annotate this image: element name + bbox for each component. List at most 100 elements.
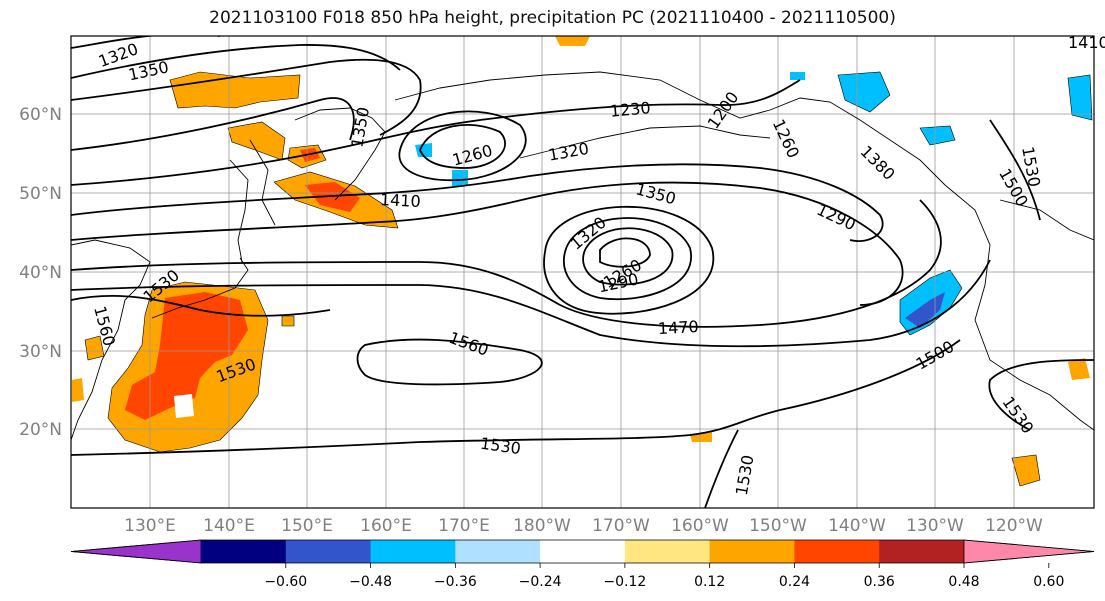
contour-line [989, 119, 1041, 221]
colorbar-bin [370, 540, 456, 563]
colorbar-tick-label: 0.24 [779, 574, 810, 590]
contour-label: 1350 [634, 179, 678, 208]
longitude-labels: 130°E 140°E 150°E 160°E 170°E 180°W 170°W 160°W… [124, 516, 1043, 536]
contour-label: 1260 [450, 141, 494, 170]
longitude-label: 150°E [281, 516, 333, 536]
precip-positive-area [555, 36, 590, 46]
colorbar-bin [285, 540, 372, 563]
precip-negative-area [919, 125, 956, 146]
contour-label: 1470 [658, 317, 700, 338]
contour-line [419, 124, 506, 169]
contour-label: 1530 [479, 434, 522, 458]
colorbar-tick-label: 0.60 [1033, 574, 1064, 590]
contour-line [704, 429, 739, 508]
latitude-label: 60°N [19, 105, 62, 125]
colorbar-outline [70, 539, 1095, 564]
longitude-label: 170°W [592, 516, 650, 536]
contour-label: 1410 [1068, 33, 1105, 52]
precip-positive-area [227, 121, 286, 161]
contour-line [71, 181, 904, 306]
coastline [394, 71, 1094, 431]
contour-line [563, 217, 692, 301]
map-frame [70, 35, 1095, 509]
colorbar-extend-low [70, 539, 202, 564]
contour-line [71, 44, 401, 79]
longitude-label: 140°E [203, 516, 255, 536]
colorbar-tick-label: 0.36 [864, 574, 895, 590]
contour-line [71, 259, 991, 348]
longitude-label: 150°W [749, 516, 807, 536]
contour-line [582, 227, 674, 286]
precip-negative-area [415, 143, 432, 157]
colorbar-bin [624, 540, 711, 563]
longitude-label: 130°E [124, 516, 176, 536]
coastline [71, 239, 151, 441]
contour-label: 1380 [857, 142, 899, 184]
coastline [294, 107, 386, 201]
precip-positive-area [1011, 454, 1041, 487]
latitude-label: 20°N [19, 420, 62, 440]
longitude-label: 180°W [513, 516, 571, 536]
colorbar-tick-label: −0.60 [264, 574, 307, 590]
contour-line [71, 36, 220, 49]
contour-label: 1200 [704, 88, 743, 132]
height-contours [71, 36, 1094, 508]
contour-line [356, 338, 543, 386]
contour-line [71, 339, 961, 456]
colorbar-bin [540, 540, 626, 563]
contour-label: 1230 [609, 98, 651, 120]
contour-label: 1320 [547, 139, 590, 165]
contour-line [398, 110, 527, 182]
longitude-label: 130°W [906, 516, 964, 536]
latitude-label: 40°N [19, 263, 62, 283]
precip-negative-area [790, 72, 805, 80]
latitude-label: 50°N [19, 184, 62, 204]
colorbar-extend-high [963, 539, 1095, 564]
longitude-label: 120°W [985, 516, 1043, 536]
contour-line [988, 359, 1094, 431]
latitude-labels: 60°N 50°N 40°N 30°N 20°N [19, 105, 62, 440]
precip-negative-area [1067, 74, 1093, 121]
precip-shading [72, 36, 1093, 487]
contour-line [71, 58, 422, 136]
graticule [71, 36, 1094, 508]
colorbar-tick-label: 0.12 [694, 574, 725, 590]
longitude-label: 160°E [360, 516, 412, 536]
colorbar-bin [709, 540, 795, 563]
contour-label: 1350 [347, 106, 373, 149]
contour-label: 1530 [732, 453, 758, 496]
precip-positive-area [174, 394, 194, 418]
contour-label: 1350 [127, 57, 171, 84]
precip-negative-area [837, 71, 891, 113]
colorbar-tick-label: −0.24 [519, 574, 562, 590]
contour-line [71, 199, 942, 328]
coastline [229, 159, 249, 263]
precip-positive-area [1068, 358, 1090, 380]
colorbar-bin [455, 540, 541, 563]
longitude-label: 170°E [438, 516, 490, 536]
precip-positive-area [125, 292, 248, 420]
colorbar-tick-label: −0.48 [349, 574, 392, 590]
coastline [249, 139, 276, 226]
precip-positive-area [281, 315, 295, 327]
precip-positive-area [72, 378, 84, 402]
colorbar-tick-label: 0.48 [948, 574, 979, 590]
coastline [999, 199, 1094, 241]
colorbar-bin [794, 540, 880, 563]
precip-positive-area [305, 182, 360, 212]
contour-label: 1560 [446, 328, 491, 360]
colorbar-bin [879, 540, 965, 563]
coastlines [71, 71, 1094, 441]
longitude-label: 160°W [671, 516, 729, 536]
coastline [151, 257, 249, 319]
contour-label: 1410 [380, 190, 422, 211]
contour-line [71, 163, 884, 242]
map-title: 2021103100 F018 850 hPa height, precipit… [209, 8, 896, 28]
contour-line [71, 79, 801, 186]
colorbar-tick-label: −0.12 [603, 574, 646, 590]
colorbar-bin [201, 540, 287, 563]
longitude-label: 140°W [828, 516, 886, 536]
contour-line [543, 205, 715, 315]
contour-label: 1290 [814, 200, 859, 234]
